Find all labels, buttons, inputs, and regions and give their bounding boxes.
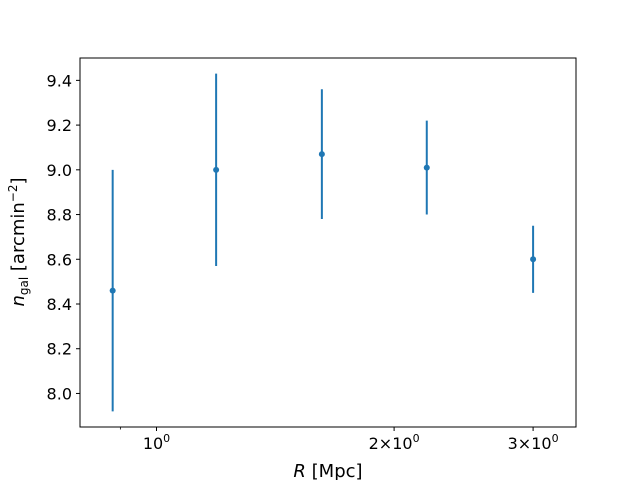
data-marks [109,73,537,412]
x-tick-label-base: 10 [143,434,163,453]
y-tick-label-9.0: 9.0 [47,161,72,180]
x-tick-label-exp: 0 [413,432,420,445]
x-tick-label-1: 100 [143,432,170,453]
y-axis-label-unit-end: ] [8,177,29,184]
x-tick-label-2: 2×100 [369,432,420,453]
x-axis-label-unit: [Mpc] [306,461,363,480]
x-tick-label-base: 3×10 [508,434,552,453]
data-point-2 [213,166,220,173]
y-axis-label-var: n [8,295,29,306]
x-tick-label-3: 3×100 [508,432,559,453]
data-point-4 [423,164,430,171]
y-axis-ticks: 8.0 8.2 8.4 8.6 8.8 9.0 9.2 9.4 [47,71,80,403]
x-tick-label-base: 2×10 [369,434,413,453]
x-tick-label-exp: 0 [552,432,559,445]
y-tick-label-8.8: 8.8 [47,206,72,225]
y-tick-label-8.4: 8.4 [47,295,72,314]
x-tick-label-exp: 0 [163,432,170,445]
plot-area [80,58,576,427]
y-axis-label-unit-sup: −2 [6,184,20,202]
y-axis-label-sub: gal [17,277,31,295]
x-axis-label: R [Mpc] [293,461,362,480]
y-axis-label: ngal [arcmin−2] [6,177,31,306]
y-tick-label-9.2: 9.2 [47,116,72,135]
y-tick-label-8.0: 8.0 [47,384,72,403]
y-axis-label-unit: [arcmin [8,202,29,277]
y-tick-label-9.4: 9.4 [47,71,72,90]
x-axis-ticks: 100 2×100 3×100 [119,427,559,453]
data-point-1 [109,287,116,294]
data-point-3 [318,151,325,158]
plot-frame [79,57,577,428]
y-tick-label-8.6: 8.6 [47,250,72,269]
data-point-5 [530,256,537,263]
y-tick-label-8.2: 8.2 [47,340,72,359]
x-axis-label-var: R [293,461,306,480]
